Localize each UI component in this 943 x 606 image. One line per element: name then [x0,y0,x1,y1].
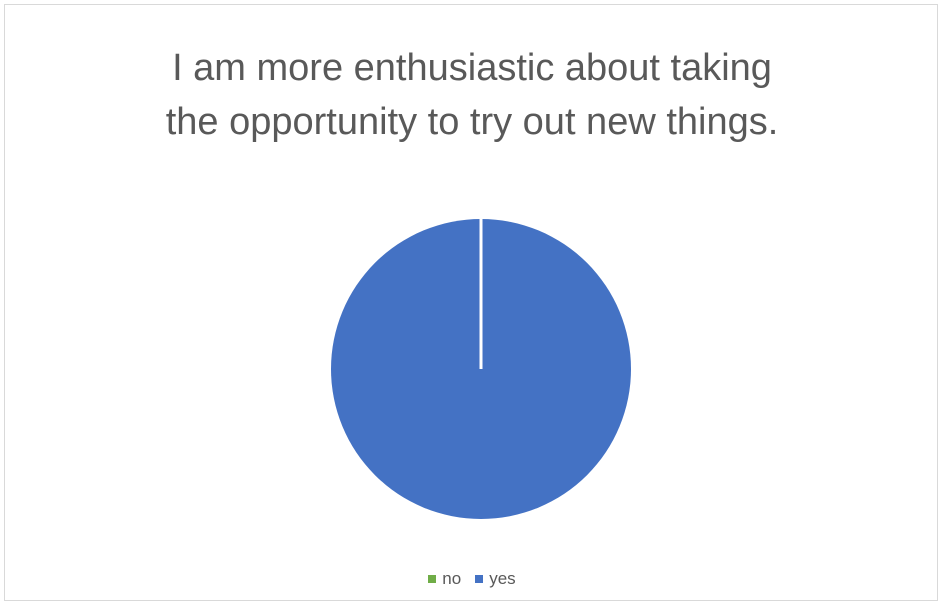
pie-plot [331,219,631,519]
legend: no yes [5,569,939,589]
chart-title-line-2: the opportunity to try out new things. [165,101,779,143]
legend-swatch-no [428,575,437,583]
legend-label-yes: yes [489,569,516,588]
chart-title: I am more enthusiastic about taking the … [5,41,939,149]
chart-title-line-1: I am more enthusiastic about taking [172,47,772,89]
legend-swatch-yes [475,575,484,583]
chart-area: I am more enthusiastic about taking the … [4,4,938,601]
legend-label-no: no [442,569,462,588]
legend-item-yes: yes [475,569,516,589]
legend-item-no: no [428,569,461,589]
